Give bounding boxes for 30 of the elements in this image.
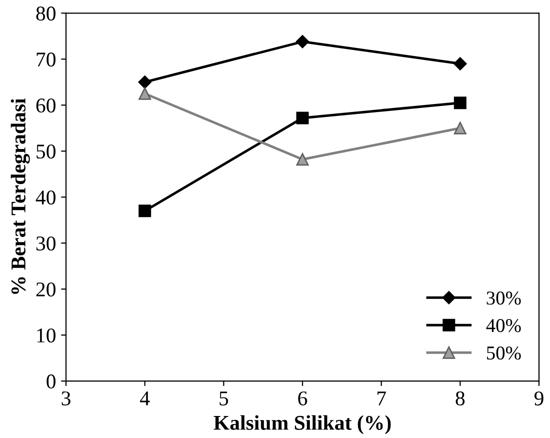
point xyxy=(454,96,466,110)
point xyxy=(454,57,467,70)
legend-label: 40% xyxy=(486,319,521,332)
y-axis-title: % Berat Terdegradasi xyxy=(10,98,30,294)
y-tick-label: 30 xyxy=(36,236,56,251)
point xyxy=(138,204,152,218)
y-tick-label: 80 xyxy=(36,6,56,21)
legend-label: 50% xyxy=(486,346,521,360)
point xyxy=(296,112,309,124)
x-tick-label: 8 xyxy=(456,391,465,406)
x-tick-label: 4 xyxy=(140,392,150,406)
x-tick-label: 9 xyxy=(534,391,544,406)
x-tick-label: 6 xyxy=(298,391,308,406)
y-tick-label: 40 xyxy=(36,190,56,205)
x-tick-label: 3 xyxy=(62,391,70,406)
legend-label: 30% xyxy=(486,292,521,305)
y-tick-label: 10 xyxy=(37,328,56,343)
point xyxy=(296,35,310,48)
point xyxy=(138,87,152,100)
x-axis-title: Kalsium Silikat (%) xyxy=(214,415,391,434)
y-tick-label: 70 xyxy=(36,52,56,67)
point xyxy=(296,153,309,166)
y-tick-label: 60 xyxy=(36,98,56,113)
point xyxy=(138,76,152,89)
x-tick-label: 5 xyxy=(220,392,228,406)
y-tick-label: 20 xyxy=(36,282,56,297)
y-tick-label: 0 xyxy=(46,374,56,388)
y-tick-label: 50 xyxy=(36,144,56,159)
x-tick-label: 7 xyxy=(378,392,386,406)
point xyxy=(454,122,466,134)
